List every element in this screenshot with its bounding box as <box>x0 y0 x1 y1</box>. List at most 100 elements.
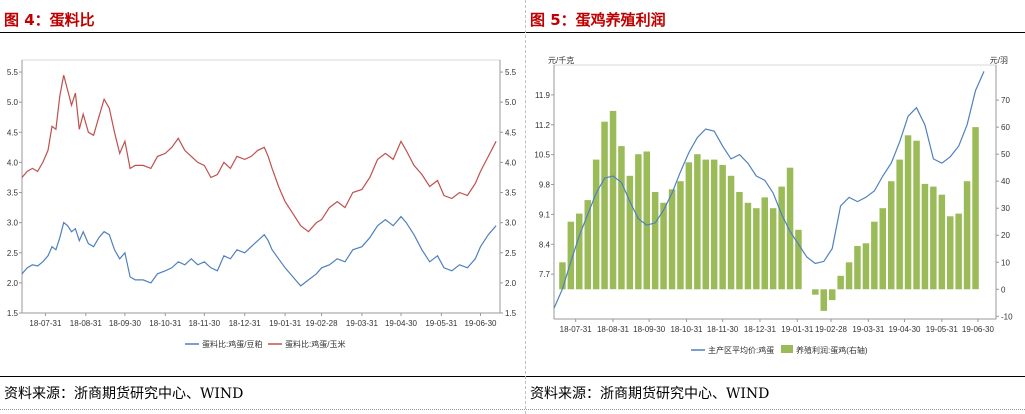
y-tick-label-right: -10 <box>1001 312 1013 321</box>
x-tick-label: 18-07-31 <box>29 319 62 328</box>
y-tick-label-left: 3.5 <box>7 189 19 198</box>
profit-bar <box>736 192 743 290</box>
profit-bar <box>601 121 608 290</box>
profit-bar <box>829 289 836 301</box>
profit-bar <box>947 216 954 290</box>
x-tick-label: 18-12-31 <box>744 325 777 334</box>
left-figure-title: 图 4：蛋料比 <box>4 11 95 29</box>
left-bottom-rule <box>0 376 525 377</box>
profit-bar <box>668 189 676 290</box>
layer-profit-chart: 元/千克 元/羽 7.7 8.4 9.1 9.8 10.5 11.2 11.9 -10 0 10 20 3… <box>534 55 1013 355</box>
x-tick-label: 18-07-31 <box>560 325 593 334</box>
profit-bar <box>744 202 752 290</box>
plot-frame <box>21 59 501 314</box>
x-tick-label: 18-10-31 <box>670 325 703 334</box>
x-tick-label: 19-03-31 <box>346 319 379 328</box>
profit-bar <box>795 229 802 290</box>
profit-bar <box>778 186 785 290</box>
y-tick-label-right: 10 <box>1001 258 1010 267</box>
y-tick-label-right: 4.0 <box>505 158 517 167</box>
y-tick-label-right: 0 <box>1001 285 1006 294</box>
y-tick-label-left: 7.7 <box>539 270 551 279</box>
profit-bar <box>635 154 642 290</box>
right-figure-title: 图 5：蛋鸡养殖利润 <box>530 11 666 29</box>
series-line-2 <box>21 74 497 233</box>
profit-bar <box>913 140 920 290</box>
x-tick-label: 19-05-31 <box>926 325 959 334</box>
x-tick-label: 18-11-30 <box>189 319 221 328</box>
y-tick-label-left: 11.9 <box>535 91 551 100</box>
left-source-note: 资料来源：浙商期货研究中心、WIND <box>4 386 244 402</box>
profit-bar <box>879 208 886 290</box>
x-tick-label: 18-08-31 <box>70 319 103 328</box>
profit-bar <box>921 183 929 290</box>
y-tick-label-right: 20 <box>1001 231 1010 240</box>
y-tick-label-left: 8.4 <box>539 240 551 249</box>
y-tick-label-left: 10.5 <box>534 151 550 160</box>
y-tick-label-left: 5.5 <box>7 68 19 77</box>
profit-bar <box>609 110 617 290</box>
profit-bar <box>938 194 946 290</box>
profit-bar <box>626 175 634 290</box>
x-tick-label: 19-04-30 <box>385 319 418 328</box>
x-tick-label: 19-04-30 <box>888 325 921 334</box>
legend-label-profit: 养殖利润:蛋鸡(右轴) <box>796 345 868 355</box>
profit-bar <box>710 159 718 290</box>
profit-bar <box>643 151 650 290</box>
profit-bar <box>862 243 870 290</box>
x-tick-label: 18-08-31 <box>597 325 630 334</box>
profit-bar <box>592 159 600 290</box>
y-tick-label-left: 5.0 <box>7 98 19 107</box>
y-unit-left: 元/千克 <box>548 55 574 65</box>
y-tick-label-right: 5.0 <box>505 98 517 107</box>
y-tick-label-right: 1.5 <box>505 309 517 318</box>
x-tick-label: 19-03-31 <box>852 325 885 334</box>
profit-bar <box>972 127 979 290</box>
left-dotted-rule <box>0 409 525 410</box>
y-tick-label-left: 11.2 <box>535 121 551 130</box>
y-tick-label-right: 60 <box>1001 123 1010 132</box>
right-dotted-rule <box>526 409 1025 410</box>
y-tick-label-right: 4.5 <box>505 128 517 137</box>
y-tick-label-right: 30 <box>1001 204 1010 213</box>
x-tick-label: 19-05-31 <box>425 319 458 328</box>
x-tick-label: 18-11-30 <box>707 325 739 334</box>
profit-bar <box>567 221 575 290</box>
series-line-1 <box>21 215 497 287</box>
x-tick-label: 18-09-30 <box>633 325 666 334</box>
y-tick-label-right: 3.0 <box>505 219 517 228</box>
profit-bar <box>812 289 819 295</box>
x-tick-label: 19-06-30 <box>464 319 497 328</box>
right-bottom-rule <box>526 376 1025 377</box>
profit-bar <box>660 202 667 290</box>
profit-bar <box>845 262 853 290</box>
profit-bar <box>702 159 709 290</box>
profit-bar <box>618 146 625 290</box>
profit-bar <box>761 197 768 290</box>
egg-feed-ratio-chart: 1.5 1.5 2.0 2.0 2.5 2.5 3.0 3.0 3.5 3.5 4.0 4.0 4.5 4… <box>7 59 517 349</box>
y-unit-right: 元/羽 <box>990 56 1008 65</box>
y-tick-label-right: 3.5 <box>505 189 517 198</box>
y-tick-label-left: 3.0 <box>7 219 19 228</box>
profit-bar <box>727 175 735 290</box>
profit-bar <box>769 208 777 290</box>
x-tick-label: 18-10-31 <box>149 319 182 328</box>
legend-label-price: 主产区平均价:鸡蛋 <box>708 345 774 355</box>
profit-bar <box>559 262 566 290</box>
y-tick-label-right: 2.0 <box>505 279 517 288</box>
left-top-rule <box>0 32 525 33</box>
profit-bar <box>963 181 971 290</box>
legend-label-1: 蛋料比:鸡蛋/豆粕 <box>202 339 262 349</box>
y-tick-label-left: 2.0 <box>7 279 19 288</box>
right-top-rule <box>526 32 1025 33</box>
profit-bar <box>871 221 878 290</box>
left-panel: 图 4：蛋料比 1.5 1.5 2.0 2.0 2.5 2.5 3.0 3.0 3.5 3.5 4.… <box>0 0 526 414</box>
profit-bar <box>753 208 760 290</box>
profit-bar <box>651 192 659 290</box>
profit-bar <box>888 181 895 290</box>
y-tick-label-right: 5.5 <box>505 68 517 77</box>
profit-bar <box>677 181 684 290</box>
x-tick-label: 18-12-31 <box>229 319 262 328</box>
profit-bar <box>837 275 844 290</box>
x-tick-label: 19-02-28 <box>306 319 339 328</box>
